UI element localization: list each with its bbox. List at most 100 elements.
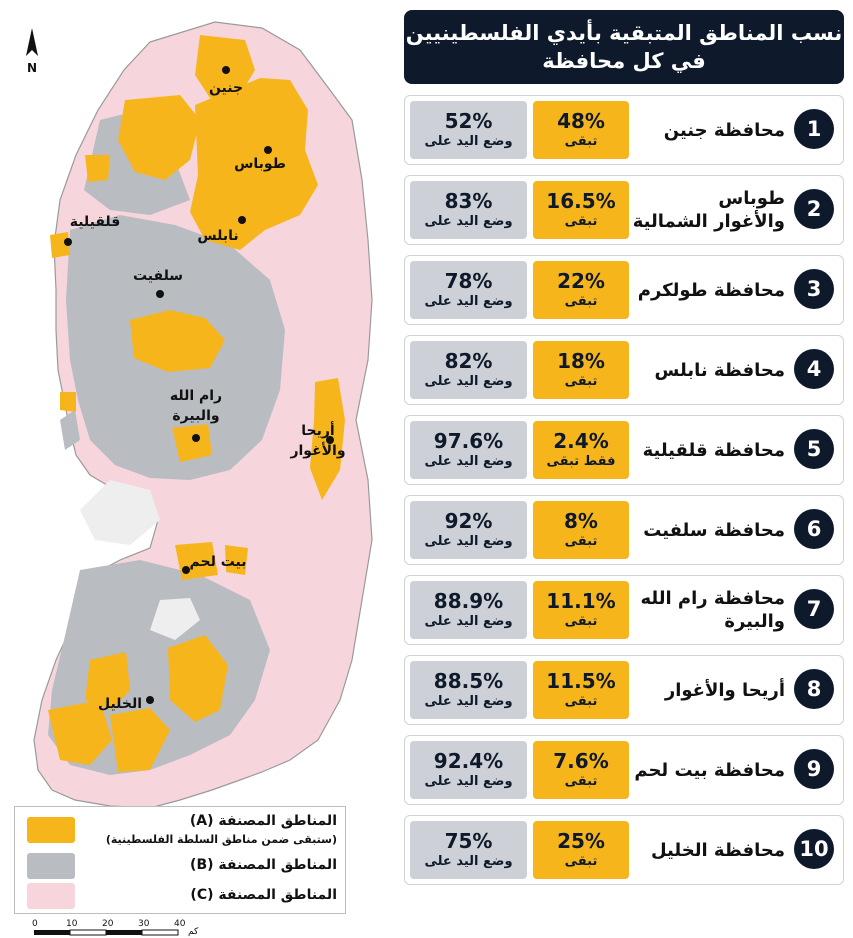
remaining-percent-box: 25% تبقى [533,821,629,879]
remaining-percent-box: 11.5% تبقى [533,661,629,719]
area-unclassified [80,480,200,640]
remaining-percent: 7.6% [553,749,609,773]
governorate-name: أريحا والأغوار [625,656,785,724]
remaining-percent: 11.5% [546,669,616,693]
city-label-bethlehem: بيت لحم [190,554,247,570]
scale-tick-0: 0 [32,919,38,929]
city-label-jericho-line2: والأغوار [289,442,345,459]
governorate-row: 3 محافظة طولكرم 22% تبقى 78% وضع اليد على [404,255,844,325]
seized-label: وضع اليد على [424,454,513,469]
seized-percent: 88.9% [433,589,504,613]
seized-label: وضع اليد على [424,614,513,629]
city-label-hebron: الخليل [98,696,142,712]
map-legend: المناطق المصنفة (A) (ستبقى ضمن مناطق الس… [14,806,346,914]
governorate-name: محافظة الخليل [625,816,785,884]
remaining-percent: 2.4% [553,429,609,453]
scale-tick-10: 10 [66,919,78,929]
remaining-label: تبقى [564,534,598,549]
city-label-qalqilya: قلقيلية [70,214,121,230]
row-number-badge: 3 [794,269,834,309]
seized-label: وضع اليد على [424,534,513,549]
city-label-jericho-line1: أريحا [301,421,334,439]
remaining-percent: 18% [557,349,605,373]
seized-percent: 92% [444,509,493,533]
remaining-label: تبقى [564,374,598,389]
remaining-percent: 11.1% [546,589,616,613]
remaining-label: تبقى [564,694,598,709]
scale-unit: كم [188,927,199,937]
seized-percent: 88.5% [433,669,504,693]
seized-percent-box: 92% وضع اليد على [410,501,527,559]
governorate-name-line1: محافظة سلفيت [643,519,785,541]
remaining-percent: 25% [557,829,605,853]
governorate-name-line1: طوباس [718,188,785,209]
seized-percent: 82% [444,349,493,373]
governorate-name: محافظة جنين [625,96,785,164]
seized-percent: 75% [444,829,493,853]
city-dot-hebron [146,696,154,704]
remaining-percent-box: 22% تبقى [533,261,629,319]
scale-tick-20: 20 [102,919,114,929]
remaining-percent-box: 11.1% تبقى [533,581,629,639]
governorate-row: 9 محافظة بيت لحم 7.6% تبقى 92.4% وضع اليد … [404,735,844,805]
city-label-ramallah-line1: رام الله [170,388,222,404]
seized-percent: 97.6% [433,429,504,453]
row-number-badge: 10 [794,829,834,869]
remaining-label: تبقى [564,134,598,149]
remaining-label: تبقى [564,294,598,309]
city-markers [64,66,334,704]
city-label-salfit: سلفيت [133,268,183,284]
remaining-label: تبقى [564,214,598,229]
seized-percent-box: 83% وضع اليد على [410,181,527,239]
city-label-nablus: نابلس [197,228,238,244]
row-number-badge: 9 [794,749,834,789]
governorate-name-line1: محافظة بيت لحم [634,759,785,781]
governorate-row: 2 طوباس والأغوار الشمالية 16.5% تبقى 83% وض… [404,175,844,245]
scale-tick-30: 30 [138,919,150,929]
governorate-name-line1: محافظة جنين [663,119,785,141]
city-label-jenin: جنين [209,80,243,96]
scale-bar: 0 10 20 30 40 كم [32,919,199,937]
scale-tick-40: 40 [174,919,186,929]
governorate-name-line2: والبيرة [724,611,785,632]
remaining-percent-box: 8% تبقى [533,501,629,559]
governorate-row: 7 محافظة رام الله والبيرة 11.1% تبقى 88.9%… [404,575,844,645]
infographic-title: نسب المناطق المتبقية بأيدي الفلسطينيين ف… [404,10,844,84]
row-number-badge: 6 [794,509,834,549]
row-number-badge: 2 [794,189,834,229]
remaining-label: تبقى [564,614,598,629]
legend-swatch-area-b [27,853,75,879]
seized-percent-box: 78% وضع اليد على [410,261,527,319]
remaining-percent: 48% [557,109,605,133]
seized-label: وضع اليد على [424,214,513,229]
governorate-name: محافظة طولكرم [625,256,785,324]
seized-percent: 52% [444,109,493,133]
city-dot-nablus [238,216,246,224]
title-line-2: في كل محافظة [542,49,706,73]
governorate-name: طوباس والأغوار الشمالية [625,176,785,244]
row-number-badge: 1 [794,109,834,149]
governorate-name-line1: محافظة رام الله [640,588,785,609]
seized-percent-box: 97.6% وضع اليد على [410,421,527,479]
governorate-name-line1: أريحا والأغوار [664,679,785,701]
city-label-ramallah-line2: والبيرة [172,408,219,424]
city-label-tubas: طوباس [234,156,286,172]
governorate-row: 6 محافظة سلفيت 8% تبقى 92% وضع اليد على [404,495,844,565]
governorate-row: 8 أريحا والأغوار 11.5% تبقى 88.5% وضع اليد… [404,655,844,725]
city-dot-tubas [264,146,272,154]
remaining-percent-box: 16.5% تبقى [533,181,629,239]
governorate-name-line2: والأغوار الشمالية [632,211,785,232]
legend-label-area-a: المناطق المصنفة (A) [189,813,337,829]
seized-percent-box: 82% وضع اليد على [410,341,527,399]
north-arrow-icon: N [26,28,38,75]
remaining-label: تبقى [564,854,598,869]
remaining-percent-box: 2.4% فقط تبقى [533,421,629,479]
seized-percent-box: 52% وضع اليد على [410,101,527,159]
seized-label: وضع اليد على [424,854,513,869]
row-number-badge: 7 [794,589,834,629]
governorate-name-line1: محافظة قلقيلية [642,439,785,461]
legend-label-area-b: المناطق المصنفة (B) [190,857,337,873]
governorate-row: 5 محافظة قلقيلية 2.4% فقط تبقى 97.6% وضع ا… [404,415,844,485]
seized-percent-box: 88.5% وضع اليد على [410,661,527,719]
seized-label: وضع اليد على [424,774,513,789]
